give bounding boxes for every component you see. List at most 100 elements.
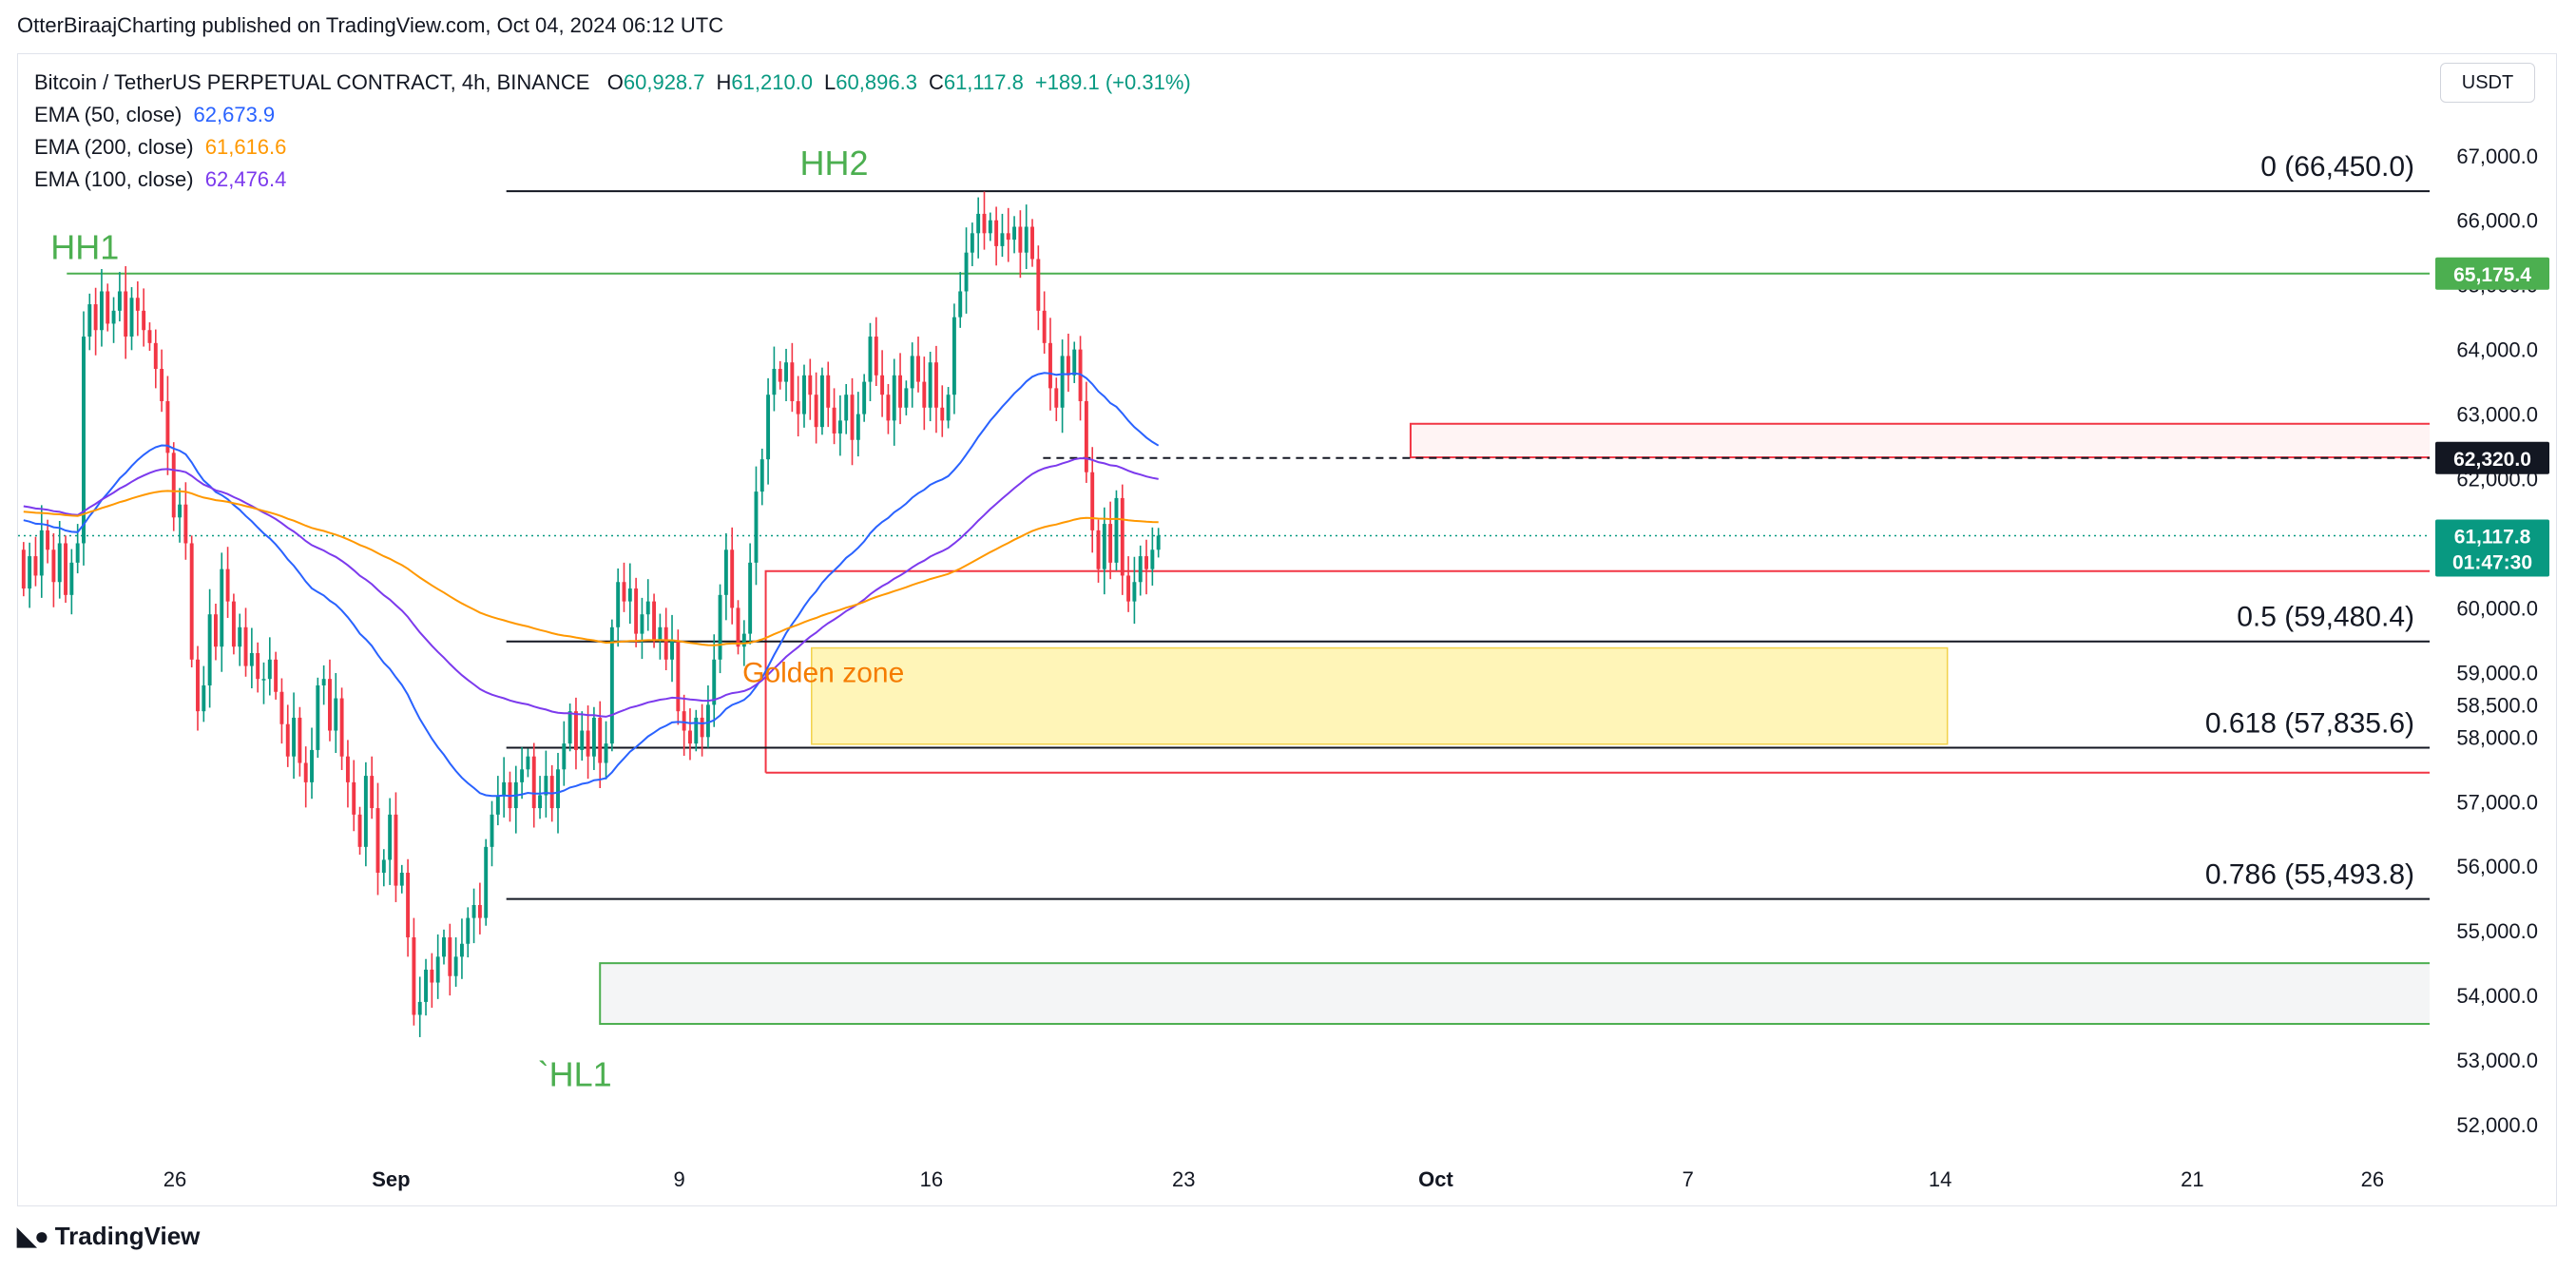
candle-body [874, 337, 878, 376]
candle-body [826, 375, 831, 408]
currency-button[interactable]: USDT [2440, 63, 2535, 103]
candle-body [339, 698, 344, 757]
change-value: +189.1 (+0.31%) [1034, 70, 1191, 94]
indicator-row-ema100[interactable]: EMA (100, close) 62,476.4 [34, 164, 1202, 196]
low-value: 60,896.3 [836, 70, 917, 94]
low-label: L [824, 70, 836, 94]
candle-body [748, 562, 753, 634]
candle-body [375, 808, 380, 874]
candle-body [694, 717, 699, 744]
golden-zone-label: Golden zone [742, 658, 904, 689]
candle-body [988, 220, 992, 234]
candle-body [111, 310, 116, 324]
y-tick-label: 63,000.0 [2456, 403, 2538, 427]
price-badge [2435, 441, 2549, 474]
golden-zone-box [811, 646, 1949, 745]
candle-body [1132, 582, 1137, 602]
candle-body [778, 369, 782, 382]
candle-body [784, 362, 788, 382]
candle-body [904, 388, 909, 408]
candle-body [586, 730, 590, 757]
candle-body [381, 859, 386, 874]
x-tick-label: 14 [1929, 1167, 1951, 1191]
candle-body [82, 337, 86, 544]
candle-body [670, 640, 674, 660]
candle-body [718, 594, 722, 660]
candle-body [819, 375, 824, 428]
candle-body [982, 213, 987, 234]
indicator-row-ema50[interactable]: EMA (50, close) 62,673.9 [34, 99, 1202, 131]
candle-body [1018, 226, 1023, 253]
candle-body [310, 749, 314, 782]
chart-legend: Bitcoin / TetherUS PERPETUAL CONTRACT, 4… [34, 67, 1202, 196]
x-tick-label: 26 [2361, 1167, 2384, 1191]
publisher-line: OtterBiraajCharting published on Trading… [17, 13, 724, 37]
candle-body [531, 756, 536, 809]
candle-body [549, 776, 554, 809]
candle-body [604, 743, 608, 763]
indicator-value: 62,476.4 [204, 167, 287, 191]
candle-body [736, 607, 740, 647]
candle-body [202, 684, 206, 712]
fib-label: 0.786 (55,493.8) [2205, 859, 2414, 891]
candle-body [526, 756, 530, 770]
candle-body [970, 233, 974, 253]
candle-body [303, 762, 308, 782]
candle-body [844, 395, 849, 421]
candle-body [249, 652, 254, 666]
candle-body [634, 588, 639, 634]
candle-body [910, 356, 914, 389]
fib-label: 0.5 (59,480.4) [2237, 602, 2414, 633]
candle-body [274, 659, 279, 692]
candle-body [171, 453, 176, 518]
symbol-title[interactable]: Bitcoin / TetherUS PERPETUAL CONTRACT, 4… [34, 70, 590, 94]
candle-body [153, 342, 158, 370]
candle-body [231, 601, 236, 647]
x-tick-label: Oct [1418, 1167, 1453, 1191]
candle-body [976, 213, 981, 234]
candle-body [609, 626, 614, 744]
candle-body [352, 781, 356, 815]
indicator-row-ema200[interactable]: EMA (200, close) 61,616.6 [34, 131, 1202, 164]
candle-body [502, 781, 507, 796]
candle-body [946, 395, 951, 421]
candle-body [814, 395, 818, 428]
candle-body [430, 969, 434, 983]
candle-body [1114, 497, 1119, 563]
candle-body [808, 375, 813, 395]
y-tick-label: 53,000.0 [2456, 1049, 2538, 1072]
candle-body [1054, 388, 1059, 408]
candle-body [106, 291, 110, 324]
candle-body [69, 562, 74, 595]
y-tick-label: 67,000.0 [2456, 145, 2538, 168]
candle-body [652, 601, 657, 641]
candle-body [622, 582, 626, 602]
candle-body [567, 711, 572, 744]
candle-body [700, 717, 704, 738]
candle-body [477, 904, 482, 918]
candle-body [627, 588, 632, 602]
resistance-box [1409, 422, 2430, 459]
candle-body [850, 395, 855, 440]
candle-body [243, 626, 248, 666]
candle-body [562, 743, 567, 770]
open-label: O [606, 70, 624, 94]
swing-label: HH2 [800, 144, 869, 183]
footer-brand[interactable]: ◣● TradingView [17, 1222, 200, 1251]
candle-body [538, 795, 543, 809]
candle-body [933, 362, 938, 408]
candle-body [466, 917, 471, 944]
candle-body [658, 626, 663, 641]
candle-body [1150, 549, 1155, 569]
ema200-line [23, 490, 1159, 646]
candle-body [490, 814, 494, 847]
candle-body [417, 1001, 422, 1015]
candle-body [33, 556, 38, 576]
candle-body [1090, 472, 1095, 530]
candle-body [256, 652, 260, 680]
candle-body [1084, 400, 1088, 472]
candle-body [292, 717, 297, 757]
candle-body [220, 569, 224, 647]
candle-body [189, 543, 194, 660]
